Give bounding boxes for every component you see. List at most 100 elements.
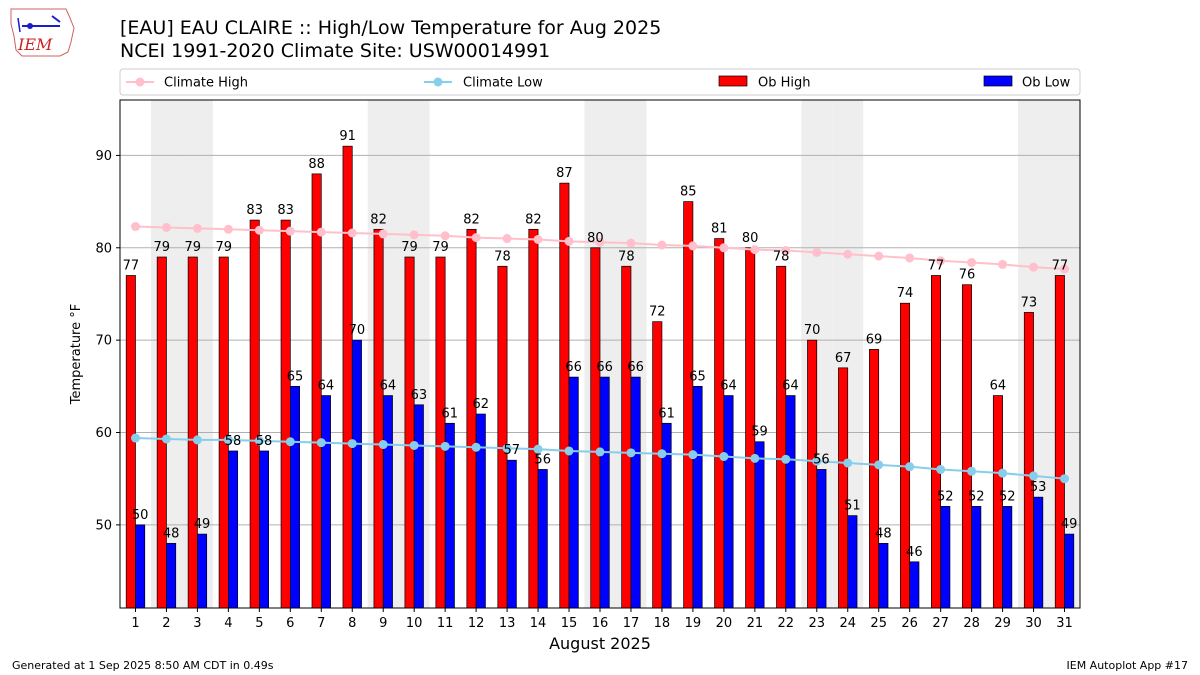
x-tick-label: 11: [437, 616, 454, 631]
climate-high-line: [135, 225, 1065, 271]
ob-high-bar: [900, 302, 911, 609]
ob-low-label: 65: [689, 369, 706, 384]
ob-high-bar: [931, 275, 941, 609]
ob-high-bar: [466, 228, 477, 609]
climate-high-point: [936, 256, 946, 266]
ob-low-bar: [878, 542, 889, 609]
ob-high-bar: [621, 265, 632, 609]
ob-high-label: 76: [959, 268, 976, 283]
weekend-band: [1049, 100, 1080, 608]
ob-high-label: 83: [246, 203, 263, 218]
ob-low-bar: [723, 395, 734, 609]
ob-low-bar: [909, 561, 920, 609]
climate-low-point: [626, 448, 636, 458]
ob-high-label: 79: [215, 240, 232, 255]
ob-low-bar: [692, 385, 703, 609]
ob-low-label: 49: [194, 517, 211, 532]
climate-high-point: [223, 224, 233, 234]
x-tick-label: 18: [654, 616, 671, 631]
ob-high-bar: [404, 256, 415, 609]
ob-low-label: 64: [782, 379, 799, 394]
climate-low-point: [316, 438, 326, 448]
legend-climate-high-label: Climate High: [164, 76, 248, 91]
ob-low-label: 66: [627, 360, 644, 375]
x-tick-label: 23: [809, 616, 826, 631]
weekend-band: [150, 100, 182, 608]
ob-low-label: 48: [163, 526, 180, 541]
ob-low-label: 70: [349, 323, 366, 338]
climate-low-point: [905, 462, 915, 472]
ob-high-label: 82: [370, 212, 387, 227]
ob-low-label: 56: [534, 452, 551, 467]
ob-low-bar: [320, 395, 331, 609]
climate-high-point: [316, 227, 326, 237]
ob-high-label: 79: [154, 240, 171, 255]
ob-low-label: 63: [411, 388, 428, 403]
x-tick-label: 25: [870, 616, 887, 631]
ob-high-label: 91: [339, 129, 356, 144]
y-tick-label: 50: [95, 518, 112, 533]
ob-high-label: 87: [556, 166, 573, 181]
ob-low-label: 66: [596, 360, 613, 375]
chart-subtitle: NCEI 1991-2020 Climate Site: USW00014991: [120, 40, 551, 62]
climate-low-point: [533, 444, 543, 454]
ob-high-bar: [776, 265, 787, 609]
climate-low-point: [688, 450, 698, 460]
climate-high-point: [874, 251, 884, 261]
logo-text: IEM: [17, 35, 53, 54]
climate-low-point: [564, 446, 574, 456]
ob-low-label: 46: [906, 545, 923, 560]
climate-low-point: [254, 436, 264, 446]
ob-high-label: 67: [835, 351, 852, 366]
ob-high-label: 88: [308, 157, 325, 172]
ob-low-bar: [197, 533, 208, 609]
ob-high-label: 77: [1052, 258, 1069, 273]
climate-low-point: [409, 440, 419, 450]
ob-low-bar: [351, 339, 362, 609]
y-tick-label: 80: [95, 241, 112, 256]
ob-low-label: 48: [875, 526, 892, 541]
ob-low-label: 52: [937, 489, 954, 504]
weekend-band: [615, 100, 647, 608]
x-tick-label: 24: [839, 616, 856, 631]
ob-high-bar: [992, 395, 1003, 609]
x-tick-label: 12: [468, 616, 485, 631]
x-tick-label: 20: [716, 616, 733, 631]
climate-high-point: [471, 233, 481, 243]
x-tick-label: 21: [747, 616, 764, 631]
climate-low-point: [130, 433, 140, 443]
climate-low-point: [812, 456, 822, 466]
weekend-band: [181, 100, 213, 608]
climate-high-point: [812, 247, 822, 257]
climate-low-point: [347, 439, 357, 449]
ob-high-bar: [435, 256, 446, 609]
plot-frame: [119, 99, 1081, 609]
iem-logo: IEM: [10, 8, 75, 57]
ob-low-bar: [599, 376, 610, 609]
ob-high-bar: [1054, 275, 1065, 609]
climate-low-point: [192, 435, 202, 445]
ob-low-bar: [135, 524, 146, 609]
climate-high-point: [409, 230, 419, 240]
ob-high-label: 77: [928, 258, 945, 273]
weekend-band: [801, 100, 833, 608]
ob-low-bar: [785, 395, 796, 609]
climate-low-line: [135, 437, 1065, 480]
x-tick-label: 10: [406, 616, 423, 631]
climate-low-point: [502, 443, 512, 453]
x-tick-label: 28: [963, 616, 980, 631]
y-tick-label: 90: [95, 149, 112, 164]
climate-high-point: [843, 249, 853, 259]
ob-low-label: 62: [473, 397, 490, 412]
ob-high-bar: [590, 247, 601, 609]
ob-high-bar: [652, 321, 663, 609]
ob-low-label: 51: [844, 499, 861, 514]
ob-high-label: 74: [897, 286, 914, 301]
climate-high-point: [564, 236, 574, 246]
ob-high-label: 72: [649, 305, 666, 320]
ob-low-label: 58: [225, 434, 242, 449]
climate-high-point: [533, 234, 543, 244]
legend-climate-low-marker: [433, 77, 443, 87]
climate-low-point: [781, 454, 791, 464]
